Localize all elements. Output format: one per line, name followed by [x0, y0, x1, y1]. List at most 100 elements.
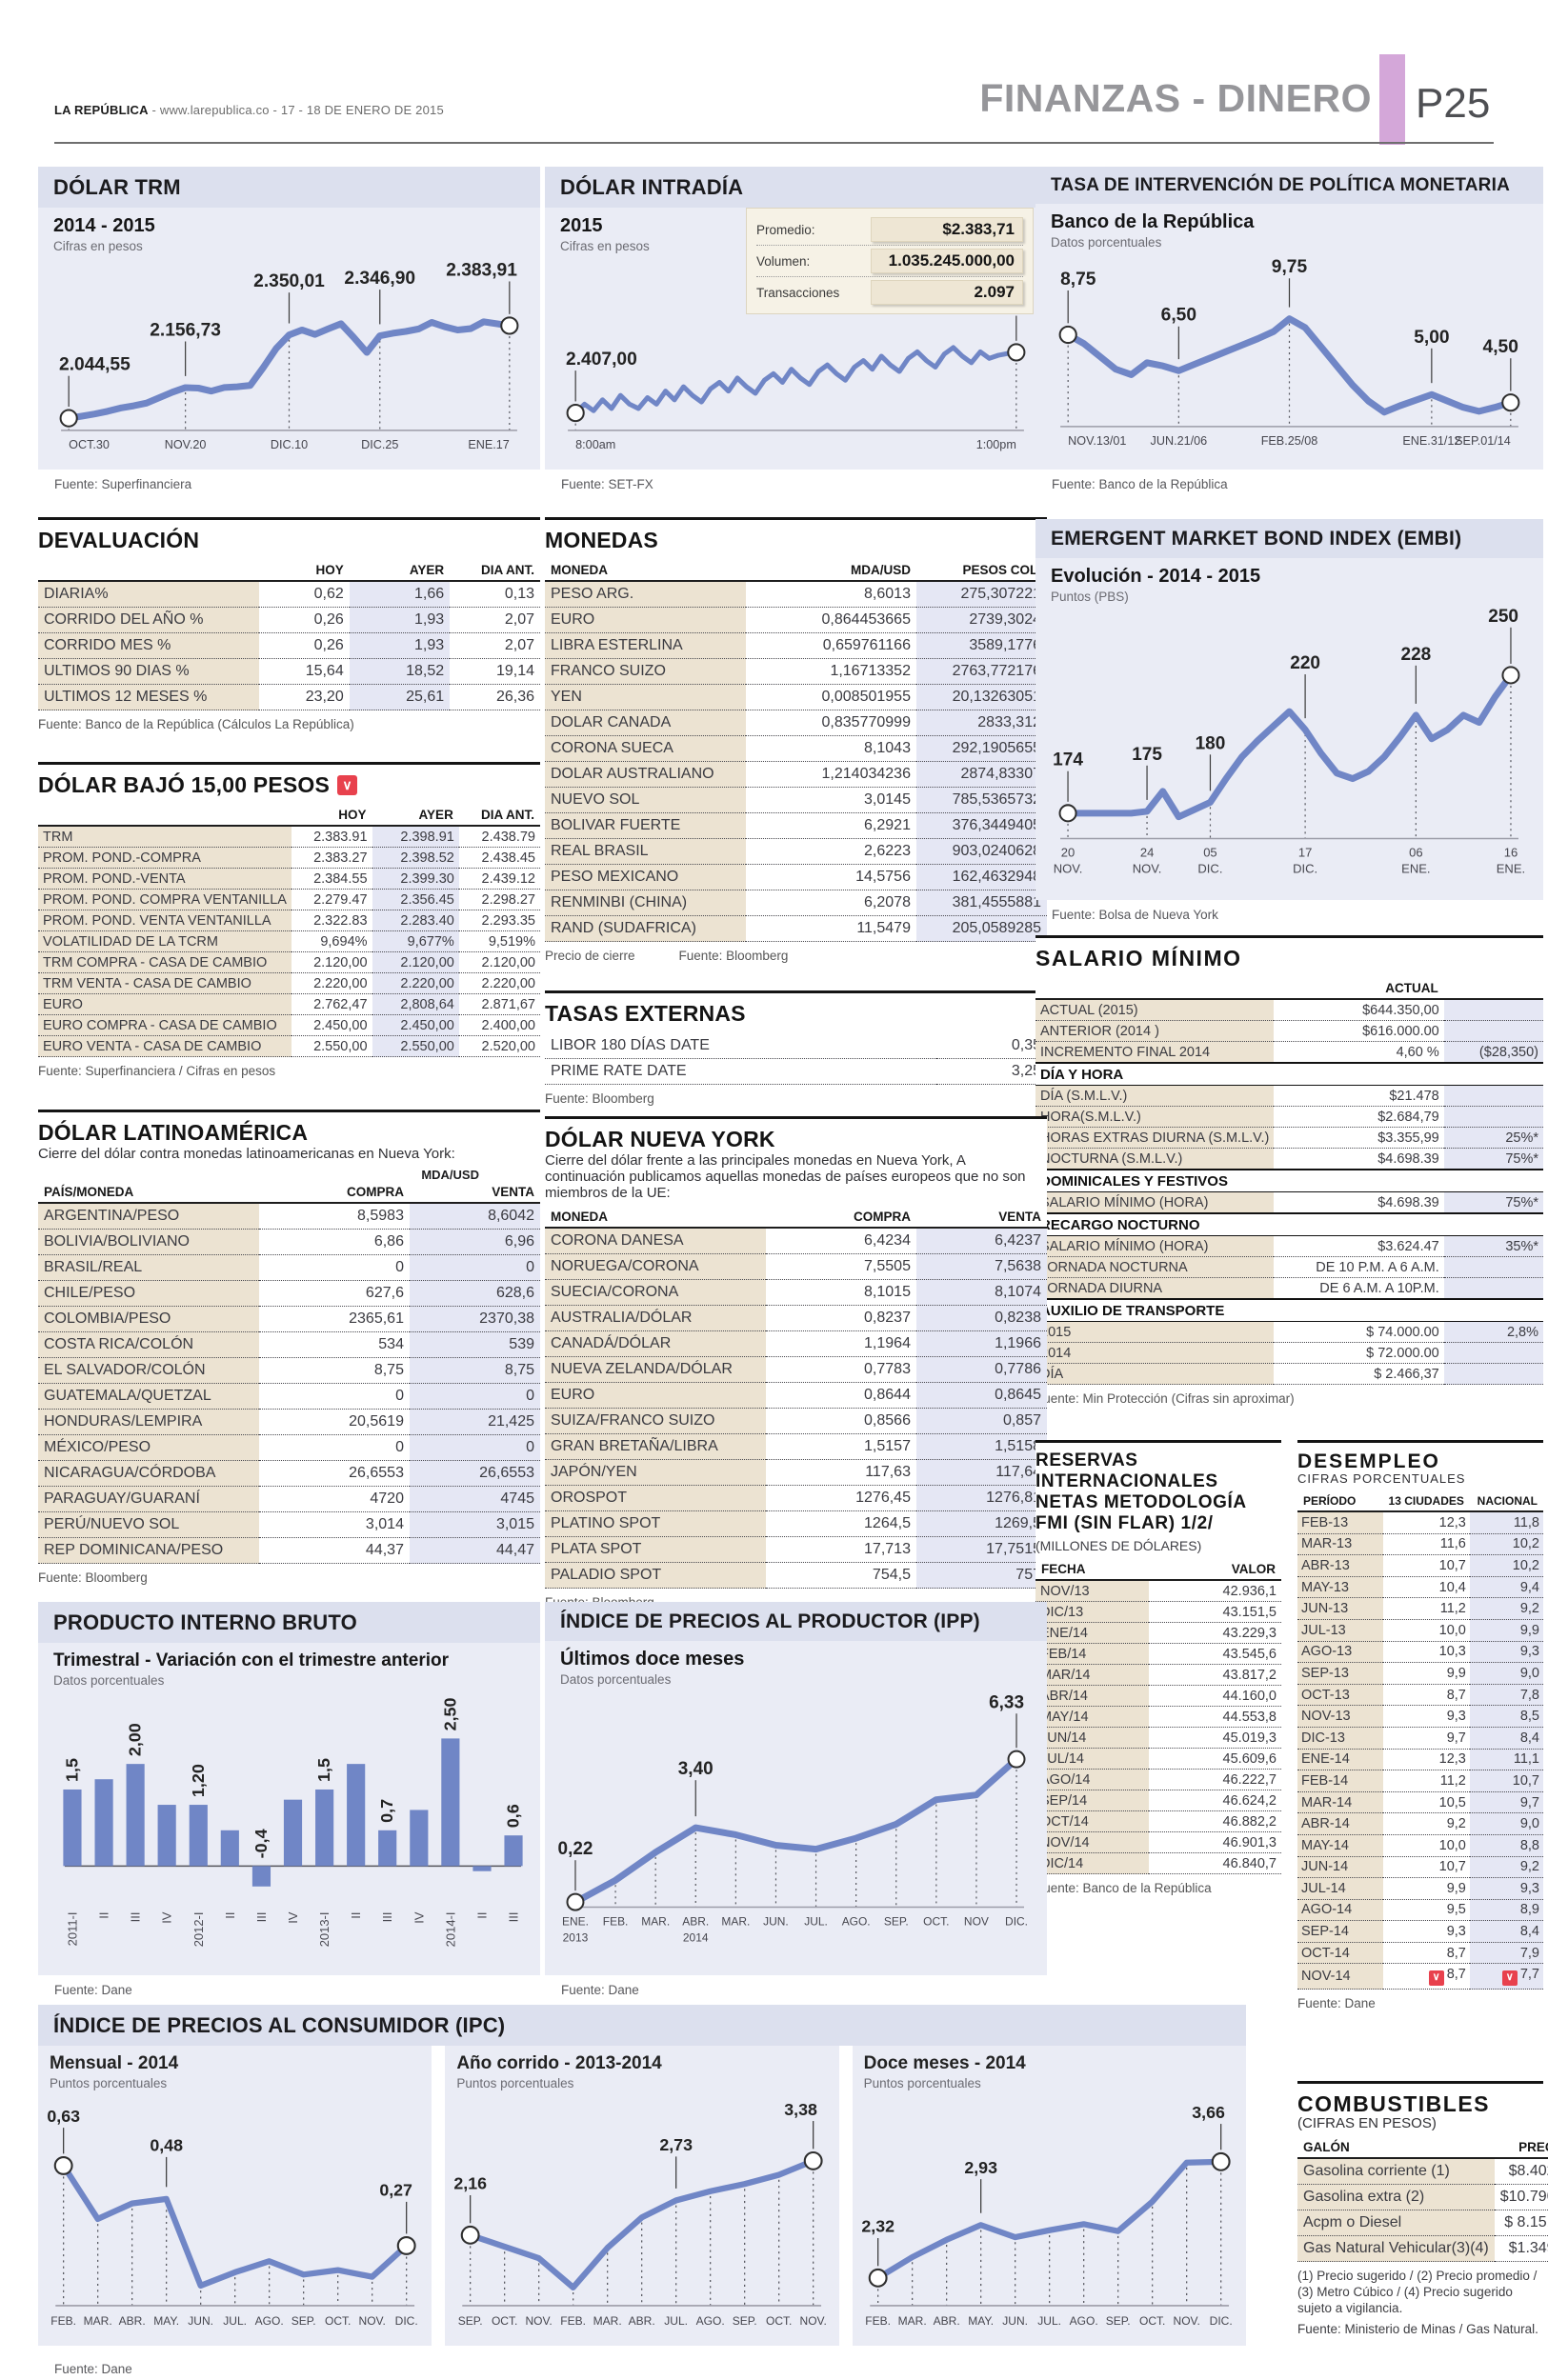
transacciones-value: 2.097 — [871, 280, 1023, 305]
table-cell: 0,835770999 — [745, 710, 916, 736]
table-cell: 4,60 % — [1274, 1041, 1444, 1064]
table-cell: 10,7 — [1382, 1856, 1470, 1879]
svg-text:II: II — [223, 1912, 237, 1919]
svg-text:ABR.: ABR. — [933, 2314, 959, 2328]
table-row: NOV/14 46.901,3 — [1035, 1831, 1281, 1854]
table-row: PRIME RATE DATE 3,25 — [545, 1058, 1047, 1085]
table-cell: PERÚ/NUEVO SOL — [38, 1511, 259, 1538]
table-row: PESO ARG. 8,6013 275,307221 — [545, 581, 1047, 608]
svg-text:NOV.: NOV. — [1054, 862, 1083, 876]
table-cell: 9,3 — [1469, 1641, 1543, 1664]
table-cell: JUN-14 — [1297, 1856, 1383, 1879]
table-row: NOV-14 ∨ 8,7 ∨ 7,7 — [1297, 1963, 1543, 1990]
svg-text:III: III — [254, 1912, 269, 1923]
desempleo-block: DESEMPLEO CIFRAS PORCENTUALES PERÍODO 13 … — [1297, 1440, 1543, 2011]
table-cell: $21.478 — [1274, 1085, 1444, 1107]
table-cell: 10,2 — [1469, 1533, 1543, 1556]
table-cell: 0,659761166 — [745, 632, 916, 659]
table-cell: 534 — [258, 1331, 410, 1358]
table-row: JAPÓN/YEN 117,63 117,64 — [545, 1459, 1047, 1486]
table-cell: 42.936,1 — [1148, 1580, 1281, 1603]
svg-text:8,75: 8,75 — [1060, 270, 1096, 290]
svg-text:SEP.: SEP. — [884, 1914, 909, 1928]
table-cell: 6,2921 — [745, 812, 916, 839]
svg-text:OCT.: OCT. — [1139, 2314, 1165, 2328]
table-row: PARAGUAY/GUARANÍ 4720 4745 — [38, 1486, 540, 1512]
table-cell: 6,86 — [258, 1229, 410, 1255]
svg-text:-0,4: -0,4 — [251, 1829, 271, 1858]
table-cell: 2.120,00 — [291, 951, 372, 973]
column-header — [38, 805, 292, 827]
table-cell: 14,5756 — [745, 864, 916, 890]
panel-subtitle: Evolución - 2014 - 2015 — [1051, 566, 1261, 587]
table-cell: 8,5983 — [258, 1203, 410, 1230]
monedas-table: MONEDA MDA/USD PESOS COL. PESO ARG. 8,6013 27… — [545, 560, 1047, 942]
table-cell: NUEVA ZELANDA/DÓLAR — [545, 1356, 766, 1383]
table-row: BOLIVIA/BOLIVIANO 6,86 6,96 — [38, 1229, 540, 1255]
table-cell: 1276,81 — [915, 1485, 1047, 1511]
svg-text:2,16: 2,16 — [454, 2174, 488, 2193]
svg-text:3,38: 3,38 — [785, 2100, 818, 2119]
table-cell: 2.762,47 — [291, 993, 372, 1015]
column-header: VALOR — [1148, 1559, 1281, 1582]
svg-text:JUL.: JUL. — [223, 2314, 247, 2328]
table-cell: 9,2 — [1469, 1597, 1543, 1620]
table-row: RAND (SUDAFRICA) 11,5479 205,0589285 — [545, 915, 1047, 942]
chart-note: Puntos porcentuales — [863, 2076, 981, 2090]
column-header — [38, 560, 259, 582]
ipp-chart: 0,22 3,40 6,33 ENE. 2013 FEB. MAR. ABR. 2014 MAR.… — [558, 1692, 1028, 1944]
table-row: MÉXICO/PESO 0 0 — [38, 1434, 540, 1461]
table-cell: 10,7 — [1469, 1770, 1543, 1792]
table-cell: 46.624,2 — [1148, 1790, 1281, 1812]
tasas-externas-block: TASAS EXTERNAS LIBOR 180 DÍAS DATE 0,35 PR… — [545, 990, 1047, 1106]
table-cell: 3,014 — [258, 1511, 410, 1538]
volumen-label: Volumen: — [756, 253, 811, 269]
svg-text:ENE.: ENE. — [1497, 862, 1525, 876]
svg-text:DIC.: DIC. — [1005, 1914, 1028, 1928]
source-note: Fuente: Bloomberg — [545, 1091, 654, 1106]
svg-text:OCT.: OCT. — [766, 2314, 792, 2328]
table-cell: 7,9 — [1469, 1942, 1543, 1965]
salario-minimo-block: SALARIO MÍNIMO ACTUAL ACTUAL (2015) $644.3… — [1035, 935, 1543, 1406]
table-cell — [1443, 1020, 1543, 1042]
table-cell: AGO/14 — [1035, 1769, 1149, 1791]
panel-title: DÓLAR INTRADÍA — [545, 167, 1047, 208]
panel-title: ÍNDICE DE PRECIOS AL CONSUMIDOR (IPC) — [38, 2005, 1246, 2046]
table-cell: HONDURAS/LEMPIRA — [38, 1409, 259, 1435]
table-cell: CHILE/PESO — [38, 1280, 259, 1307]
table-cell: Gasolina extra (2) — [1297, 2184, 1495, 2210]
table-cell: 26,36 — [450, 684, 540, 710]
table-row: SEP-13 9,9 9,0 — [1297, 1662, 1543, 1685]
table-cell: JUL-14 — [1297, 1877, 1383, 1900]
svg-text:ABR.: ABR. — [629, 2314, 655, 2328]
table-cell: 0,7786 — [915, 1356, 1047, 1383]
panel-note: Datos porcentuales — [1051, 235, 1162, 250]
svg-text:2.407,00: 2.407,00 — [566, 350, 637, 370]
table-cell: 2.298.27 — [458, 889, 540, 910]
table-cell: SALARIO MÍNIMO (HORA) — [1035, 1191, 1275, 1214]
table-cell: JORNADA NOCTURNA — [1035, 1256, 1275, 1278]
svg-text:II: II — [474, 1912, 489, 1919]
source-note: Fuente: Dane — [561, 1983, 639, 1997]
table-cell: 9,519% — [458, 930, 540, 952]
header-row: MONEDA COMPRA VENTA — [545, 1207, 1047, 1229]
table-cell: 0,8237 — [765, 1305, 916, 1331]
svg-text:2.156,73: 2.156,73 — [150, 320, 221, 340]
column-header: PRECIOS — [1494, 2137, 1548, 2159]
monedas-block: MONEDAS MONEDA MDA/USD PESOS COL. PESO ARG.… — [545, 517, 1047, 963]
svg-text:24: 24 — [1140, 846, 1154, 860]
panel-title: EMERGENT MARKET BOND INDEX (EMBI) — [1035, 519, 1543, 558]
table-row: BRASIL/REAL 0 0 — [38, 1254, 540, 1281]
table-row: SUECIA/CORONA 8,1015 8,1074 — [545, 1279, 1047, 1306]
table-cell: SALARIO MÍNIMO (HORA) — [1035, 1235, 1275, 1257]
table-cell: 381,4555881 — [915, 890, 1047, 916]
table-row: FRANCO SUIZO 1,16713352 2763,772176 — [545, 658, 1047, 685]
table-cell: 205,0589285 — [915, 915, 1047, 942]
table-row: JUN/14 45.019,3 — [1035, 1727, 1281, 1750]
table-cell: ULTIMOS 12 MESES % — [38, 684, 259, 710]
table-cell: MÉXICO/PESO — [38, 1434, 259, 1461]
table-row: Gasolina corriente (1)$8.402,00 — [1297, 2158, 1548, 2185]
header-row: ACTUAL — [1035, 978, 1543, 1000]
svg-text:NOV.: NOV. — [1133, 862, 1162, 876]
table-row: ARGENTINA/PESO 8,5983 8,6042 — [38, 1203, 540, 1230]
